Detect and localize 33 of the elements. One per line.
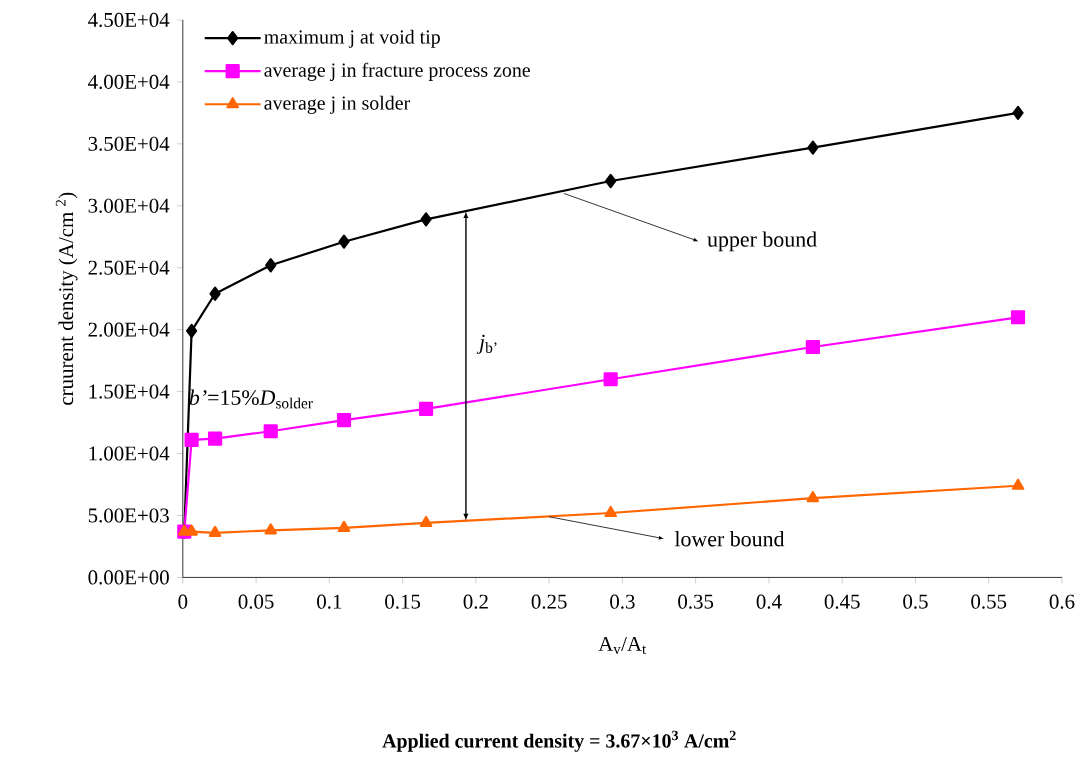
y-tick-label: 3.50E+04: [88, 136, 170, 152]
y-tick-label: 4.50E+04: [88, 13, 170, 28]
x-tick-label: 0.25: [531, 594, 567, 609]
y-tick-label: 0.00E+00: [88, 570, 169, 585]
legend-label: average j in fracture process zone: [264, 62, 530, 82]
y-tick-label: 1.00E+04: [89, 446, 170, 461]
x-tick-label: 0.2: [463, 594, 488, 609]
y-tick-label: 1.50E+04: [89, 384, 170, 399]
annotation: lower bound: [674, 531, 785, 547]
x-axis-title: A$_{v}$/A$_{t}$: [598, 637, 647, 655]
x-tick-label: 0.55: [971, 594, 1007, 609]
x-tick-label: 0.35: [678, 594, 714, 609]
legend-label: average j in solder: [264, 95, 411, 114]
x-tick-label: 0.45: [824, 594, 860, 609]
y-tick-label: 2.50E+04: [88, 260, 170, 275]
annotation: b’=15%D$_{solder}$: [189, 389, 313, 409]
y-axis-title: cruurent density (A/cm $^{2}$): [55, 192, 78, 405]
x-tick-label: 0.6: [1049, 594, 1075, 609]
x-tick-label: 0.1: [317, 594, 342, 609]
x-tick-label: 0.5: [903, 594, 928, 609]
y-tick-label: 4.00E+04: [88, 74, 170, 90]
x-tick-label: 0.3: [610, 594, 635, 609]
y-tick-label: 5.00E+03: [88, 508, 169, 523]
annotation: j$_{b’}$: [476, 334, 497, 354]
y-tick-label: 2.00E+04: [88, 322, 170, 337]
x-tick-label: 0.15: [385, 594, 421, 609]
x-tick-label: 0.05: [238, 594, 274, 609]
chart-title: Applied current density = 3.67×10$^{3}$ A/cm$^{2}$: [382, 730, 736, 752]
legend-label: maximum j at void tip: [264, 29, 440, 48]
x-tick-label: 0.4: [756, 594, 782, 609]
y-tick-label: 3.00E+04: [88, 198, 170, 214]
x-tick-label: 0: [178, 594, 188, 609]
annotation: upper bound: [707, 231, 817, 252]
